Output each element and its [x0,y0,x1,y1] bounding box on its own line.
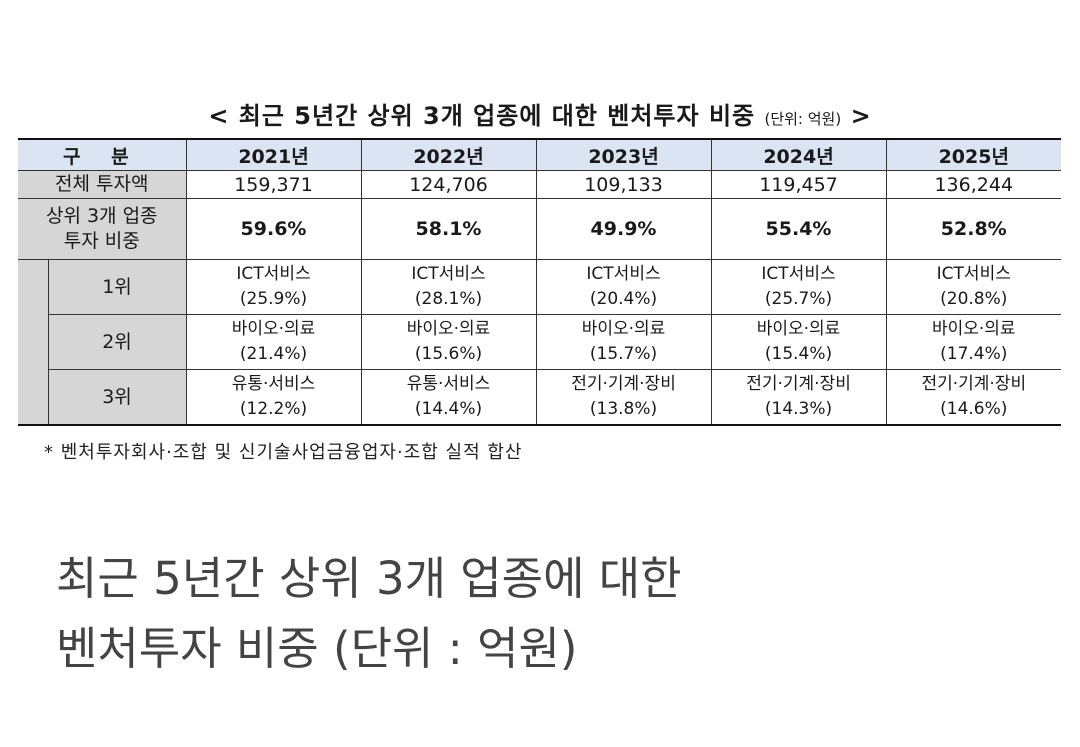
rank-cell: 전기·기계·장비 (14.3%) [710,369,887,426]
total-investment-label: 전체 투자액 [18,170,187,199]
top3-share-label-line1: 상위 3개 업종 [45,205,158,227]
industry-share: (14.6%) [940,399,1008,419]
industry-share: (15.4%) [764,344,833,364]
title-close: > [850,102,872,130]
top3-share-row: 상위 3개 업종 투자 비중 59.6% 58.1% 49.9% 55.4% 5… [18,198,1062,260]
top3-share-value: 49.9% [535,198,712,260]
header-year: 2025년 [885,138,1062,171]
rank-label: 3위 [48,369,187,426]
total-investment-value: 119,457 [710,170,887,199]
rank-cell: 바이오·의료 (15.4%) [710,314,887,370]
rank-cell: 유통·서비스 (12.2%) [185,369,362,426]
industry-share: (20.8%) [940,289,1008,309]
industry-name: 전기·기계·장비 [571,374,676,394]
industry-share: (14.3%) [764,399,833,419]
top3-share-value: 58.1% [360,198,537,260]
rank-cell: 전기·기계·장비 (14.6%) [885,369,1062,426]
industry-share: (20.4%) [589,289,658,309]
rank-cell: ICT서비스 (20.4%) [535,259,712,315]
top3-share-value: 59.6% [185,198,362,260]
caption-line2: 벤처투자 비중 (단위 : 억원) [56,622,578,675]
table-title: < 최근 5년간 상위 3개 업종에 대한 벤처투자 비중 (단위: 억원) > [0,96,1080,131]
header-year: 2023년 [535,138,712,171]
rank-cell: ICT서비스 (25.7%) [710,259,887,315]
industry-share: (25.7%) [764,289,833,309]
header-row: 구 분 2021년 2022년 2023년 2024년 2025년 [18,138,1062,171]
venture-investment-table: 구 분 2021년 2022년 2023년 2024년 2025년 전체 투자액… [18,138,1062,426]
top3-share-value: 52.8% [885,198,1062,260]
footnote: * 벤처투자회사·조합 및 신기술사업금융업자·조합 실적 합산 [44,442,523,463]
rank-group-side [18,259,49,426]
rank-cell: 바이오·의료 (15.7%) [535,314,712,370]
industry-share: (15.7%) [589,344,658,364]
title-unit: (단위: 억원) [764,110,842,128]
rank-row: 1위 ICT서비스 (25.9%) ICT서비스 (28.1%) ICT서비스 (20… [18,259,1062,426]
industry-name: 유통·서비스 [231,374,316,394]
total-investment-value: 124,706 [360,170,537,199]
rank-cell: ICT서비스 (28.1%) [360,259,537,315]
industry-share: (28.1%) [414,289,483,309]
caption-line1: 최근 5년간 상위 3개 업종에 대한 [56,552,682,605]
industry-name: 바이오·의료 [581,319,666,339]
top3-share-value: 55.4% [710,198,887,260]
total-investment-value: 109,133 [535,170,712,199]
industry-share: (12.2%) [239,399,308,419]
industry-share: (14.4%) [414,399,483,419]
rank-label: 1위 [47,259,187,315]
top3-share-label-line2: 투자 비중 [63,230,140,252]
rank-cell: 바이오·의료 (15.6%) [360,314,537,370]
header-year: 2021년 [185,138,362,171]
industry-name: 바이오·의료 [231,319,316,339]
industry-name: ICT서비스 [411,264,486,284]
rank-row: 2위 바이오·의료 (21.4%) 바이오·의료 (15.6%) 바이오·의료 (15… [18,314,1062,370]
header-year: 2024년 [710,138,887,171]
total-investment-row: 전체 투자액 159,371 124,706 109,133 119,457 1… [18,170,1062,199]
industry-name: 유통·서비스 [406,374,491,394]
industry-name: 바이오·의료 [406,319,491,339]
top3-share-label: 상위 3개 업종 투자 비중 [18,198,187,260]
industry-name: 바이오·의료 [756,319,841,339]
industry-name: 전기·기계·장비 [921,374,1027,394]
total-investment-value: 159,371 [185,170,362,199]
rank-label: 2위 [48,314,187,370]
industry-share: (21.4%) [239,344,308,364]
header-year: 2022년 [360,138,537,171]
rank-cell: ICT서비스 (20.8%) [885,259,1062,315]
rank-cell: 바이오·의료 (21.4%) [185,314,362,370]
industry-name: 바이오·의료 [931,319,1016,339]
industry-name: 전기·기계·장비 [746,374,851,394]
rank-row: 3위 유통·서비스 (12.2%) 유통·서비스 (14.4%) 전기·기계·장비 (… [18,369,1062,426]
industry-share: (15.6%) [414,344,483,364]
industry-share: (13.8%) [589,399,658,419]
image-caption: 최근 5년간 상위 3개 업종에 대한 벤처투자 비중 (단위 : 억원) [56,544,1036,684]
industry-name: ICT서비스 [761,264,836,284]
total-investment-value: 136,244 [885,170,1062,199]
industry-name: ICT서비스 [936,264,1011,284]
industry-share: (17.4%) [940,344,1008,364]
industry-name: ICT서비스 [586,264,661,284]
rank-cell: 유통·서비스 (14.4%) [360,369,537,426]
industry-name: ICT서비스 [236,264,311,284]
rank-cell: ICT서비스 (25.9%) [185,259,362,315]
rank-cell: 바이오·의료 (17.4%) [885,314,1062,370]
rank-cell: 전기·기계·장비 (13.8%) [535,369,712,426]
title-main: < 최근 5년간 상위 3개 업종에 대한 벤처투자 비중 [208,102,756,130]
industry-share: (25.9%) [239,289,308,309]
header-category: 구 분 [18,138,187,171]
